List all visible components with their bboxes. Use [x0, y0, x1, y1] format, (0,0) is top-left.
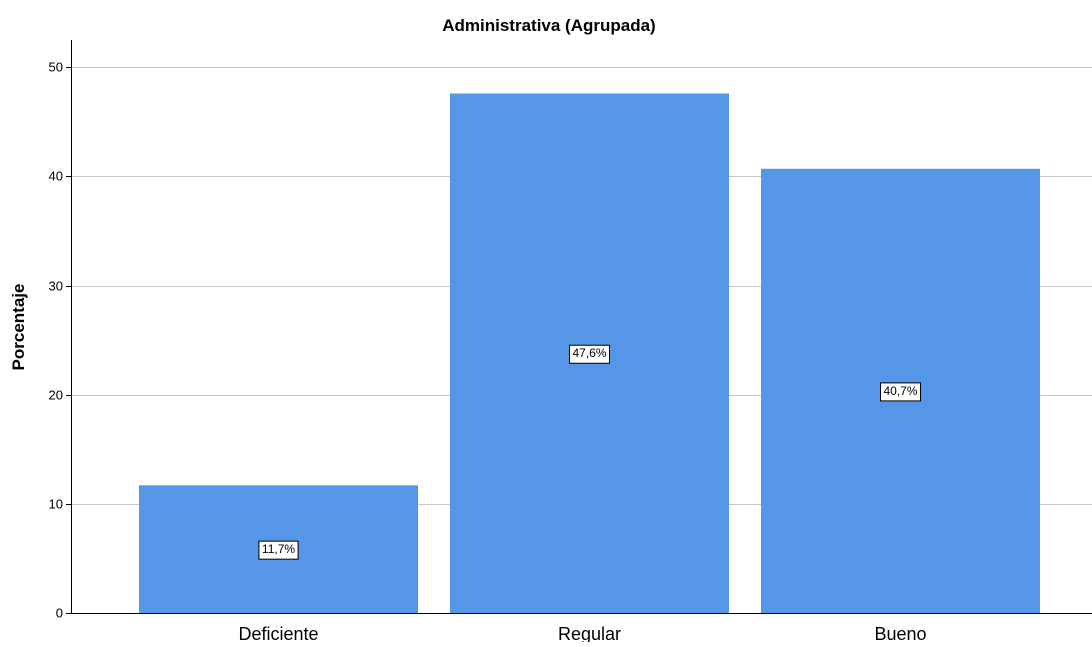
data-labels: 11,7% 47,6% 40,7%: [258, 344, 922, 560]
y-tick-labels: 0 10 20 30 40 50: [49, 60, 63, 621]
y-tick-label: 10: [49, 497, 63, 512]
y-tick-label: 30: [49, 279, 63, 294]
chart-title: Administrativa (Agrupada): [442, 16, 655, 35]
data-label-box: [879, 382, 922, 402]
data-label-box: [568, 344, 611, 364]
x-category-label: Bueno: [874, 624, 926, 642]
data-label-box: [258, 540, 299, 560]
y-tick-label: 50: [49, 60, 63, 75]
data-label: 47,6%: [568, 344, 611, 364]
data-label-text: 47,6%: [572, 346, 606, 360]
y-tick-label: 20: [49, 388, 63, 403]
x-category-label: Deficiente: [238, 624, 318, 642]
axes: [66, 40, 1092, 614]
data-label: 11,7%: [258, 540, 299, 560]
x-category-label: Regular: [558, 624, 621, 642]
data-label-text: 40,7%: [883, 384, 917, 398]
y-tick-label: 0: [56, 606, 63, 621]
y-tick-label: 40: [49, 169, 63, 184]
x-category-labels: Deficiente Regular Bueno: [238, 624, 926, 644]
y-axis-label: Porcentaje: [9, 284, 28, 371]
data-label: 40,7%: [879, 382, 922, 402]
data-label-text: 11,7%: [262, 542, 295, 556]
